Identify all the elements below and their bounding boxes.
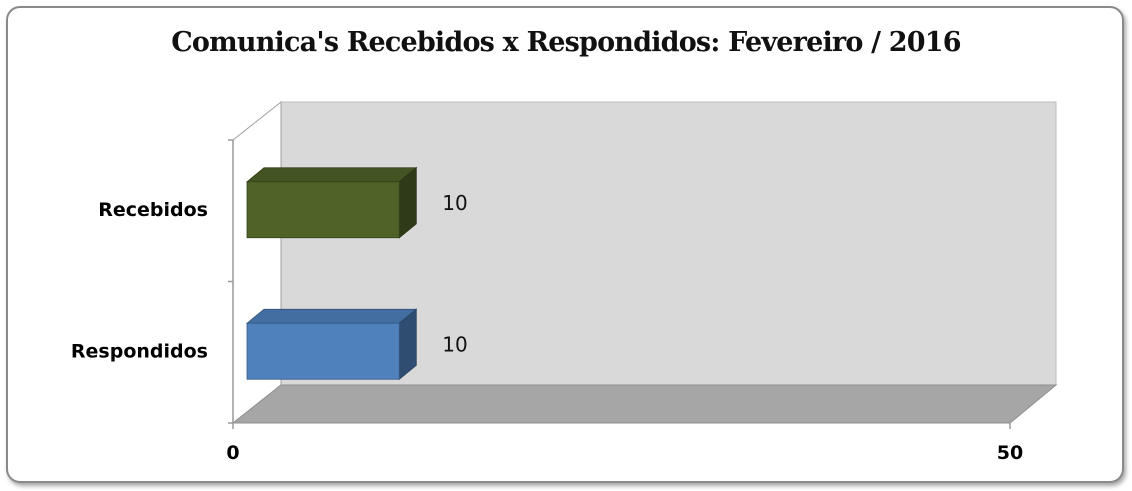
x-tick-label: 50 — [997, 442, 1023, 464]
bar-respondidos — [245, 308, 418, 381]
category-label: Respondidos — [71, 340, 208, 362]
chart-title: Comunica's Recebidos x Respondidos: Feve… — [171, 27, 961, 58]
bar-top-face — [245, 308, 418, 324]
data-label: 10 — [442, 332, 467, 356]
bar-front-face — [246, 322, 400, 380]
bar-top-face — [245, 167, 418, 183]
floor — [231, 384, 1058, 424]
bar-front-face — [246, 181, 400, 239]
x-tick-label: 0 — [226, 442, 239, 464]
bar-recebidos — [245, 166, 418, 239]
data-label: 10 — [442, 191, 467, 215]
category-label: Recebidos — [98, 199, 208, 221]
